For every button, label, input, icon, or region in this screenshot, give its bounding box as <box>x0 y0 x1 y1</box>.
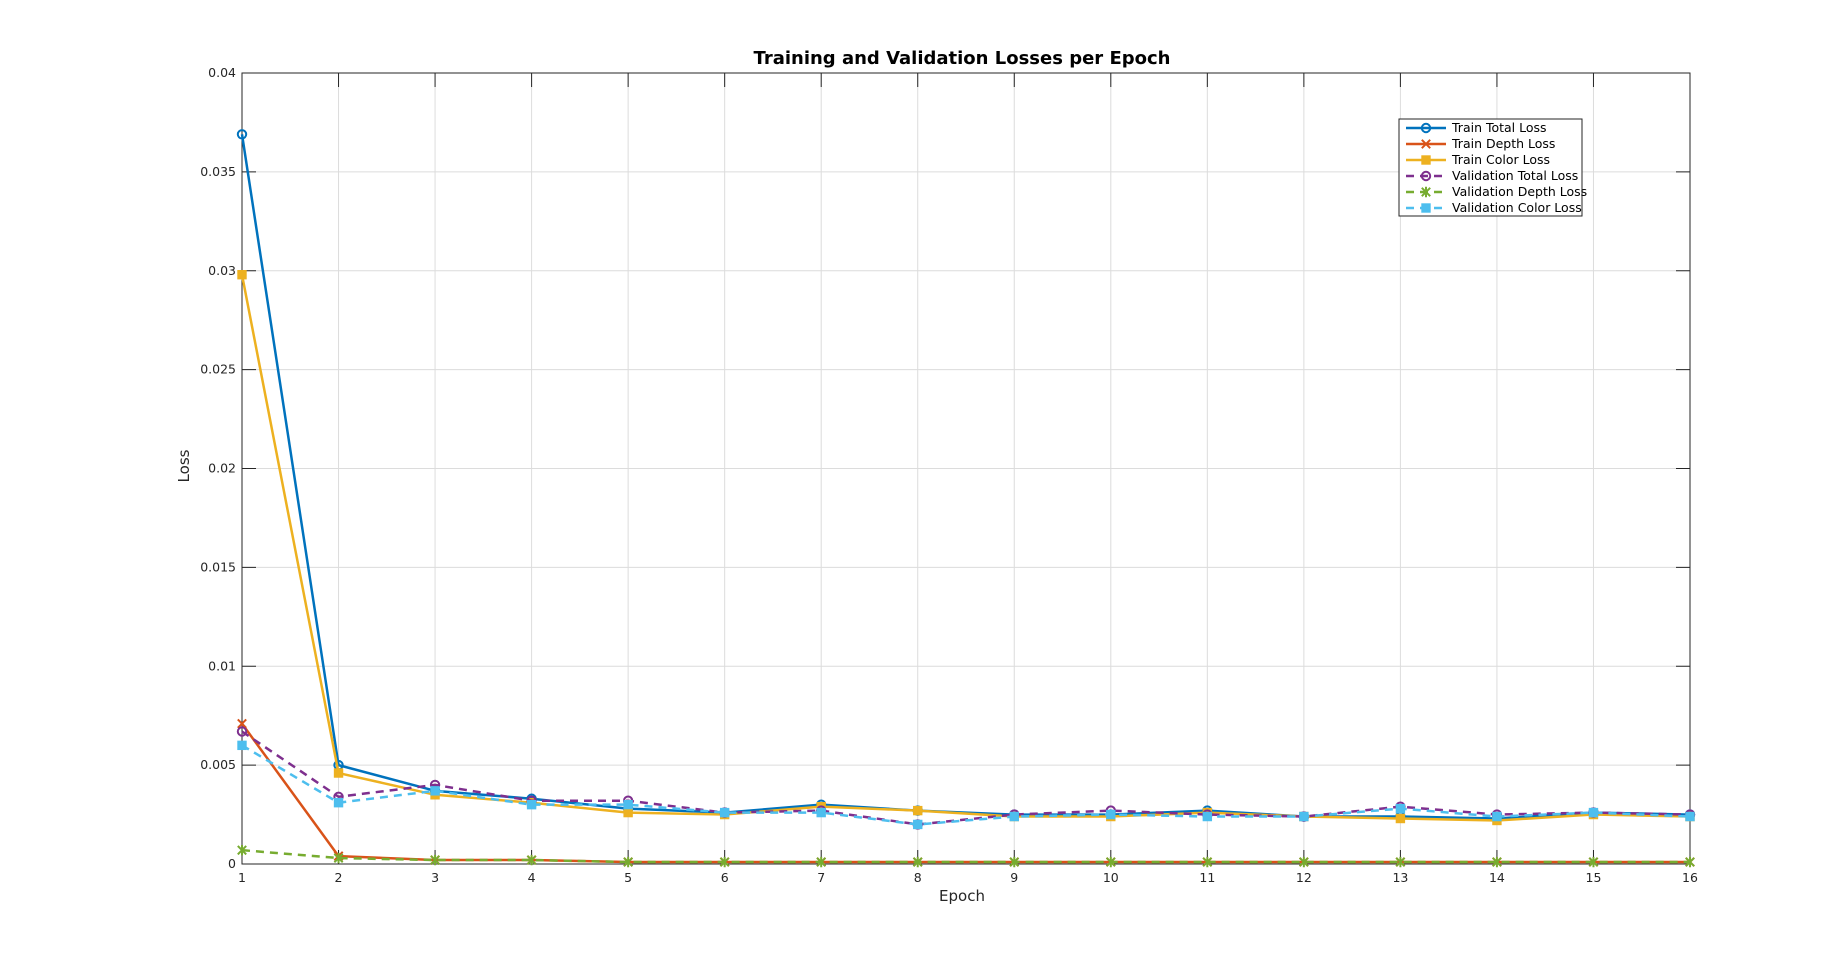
data-point <box>1588 856 1599 868</box>
data-point <box>1685 856 1695 868</box>
legend-label: Train Depth Loss <box>1451 136 1555 151</box>
y-tick-label: 0.03 <box>208 263 236 278</box>
data-point <box>1492 811 1502 822</box>
legend-item: Train Color Loss <box>1406 152 1550 167</box>
series-validation-color-loss <box>237 740 1695 830</box>
y-tick-label: 0.035 <box>200 164 236 179</box>
legend-label: Validation Color Loss <box>1452 200 1582 215</box>
chart-title: Training and Validation Losses per Epoch <box>754 48 1171 69</box>
legend-label: Train Total Loss <box>1451 120 1547 135</box>
tick-labels: 1 2 3 4 5 6 7 8 9 10 11 12 13 14 15 1600.0050.010.0150.… <box>200 65 1698 885</box>
data-point <box>430 854 440 866</box>
legend-item: Validation Color Loss <box>1406 200 1582 215</box>
data-point <box>237 718 247 729</box>
data-point <box>1009 856 1020 868</box>
y-tick-label: 0.025 <box>200 362 236 377</box>
legend-marker <box>1421 203 1431 213</box>
data-point <box>913 805 923 816</box>
x-tick-label: 7 <box>817 870 825 885</box>
legend-item: Train Depth Loss <box>1406 136 1555 151</box>
x-tick-label: 15 <box>1586 870 1602 885</box>
data-point <box>1202 856 1213 868</box>
x-axis-label: Epoch <box>939 887 985 905</box>
data-point <box>430 786 440 796</box>
data-point <box>1685 811 1695 822</box>
data-point <box>237 844 247 856</box>
y-axis-label: Loss <box>175 449 193 482</box>
x-tick-label: 16 <box>1682 870 1698 885</box>
data-point <box>1202 811 1213 822</box>
x-tick-label: 9 <box>1010 870 1018 885</box>
y-tick-label: 0 <box>228 856 236 871</box>
data-point <box>1298 856 1309 868</box>
data-point <box>1106 809 1116 820</box>
legend-item: Validation Depth Loss <box>1406 184 1587 199</box>
data-point <box>1395 856 1406 868</box>
legend-marker <box>1421 139 1431 149</box>
data-point <box>236 129 248 140</box>
grid-lines <box>241 72 1691 865</box>
series-line <box>241 744 1691 826</box>
y-tick-label: 0.04 <box>208 65 236 80</box>
data-point <box>1299 811 1309 822</box>
legend-label: Validation Total Loss <box>1452 168 1578 183</box>
data-point <box>526 854 537 866</box>
y-tick-label: 0.02 <box>208 461 236 476</box>
x-tick-label: 4 <box>528 870 536 885</box>
x-tick-label: 1 <box>238 870 246 885</box>
x-tick-label: 11 <box>1199 870 1215 885</box>
legend-marker <box>1420 170 1432 182</box>
x-tick-label: 5 <box>624 870 632 885</box>
data-point <box>333 797 344 808</box>
data-point <box>237 740 247 751</box>
data-point <box>1105 856 1116 868</box>
data-point <box>333 768 344 778</box>
legend-label: Train Color Loss <box>1451 152 1550 167</box>
series-line <box>241 848 1690 864</box>
x-tick-label: 6 <box>721 870 729 885</box>
data-point <box>526 799 537 810</box>
x-tick-label: 14 <box>1489 870 1505 885</box>
legend-box <box>1398 118 1583 217</box>
data-point <box>237 270 247 280</box>
data-point <box>912 856 923 868</box>
data-point <box>623 807 633 818</box>
plot-area-frame <box>241 72 1691 865</box>
y-tick-label: 0.01 <box>208 658 236 673</box>
data-point <box>719 807 730 818</box>
series-validation-depth-loss <box>237 844 1695 868</box>
x-tick-label: 8 <box>914 870 922 885</box>
legend-marker <box>1420 122 1432 134</box>
x-tick-label: 3 <box>431 870 439 885</box>
data-point <box>236 726 248 737</box>
x-tick-label: 12 <box>1296 870 1312 885</box>
data-point <box>1588 807 1599 818</box>
legend-item: Validation Total Loss <box>1406 168 1578 183</box>
data-point <box>1009 811 1019 822</box>
data-point <box>816 807 826 818</box>
data-point <box>816 856 827 868</box>
y-tick-label: 0.005 <box>200 757 236 772</box>
data-point <box>623 856 634 868</box>
series-group <box>236 129 1696 868</box>
x-tick-label: 13 <box>1392 870 1408 885</box>
data-point <box>1492 856 1502 868</box>
data-point <box>1395 803 1406 814</box>
x-tick-label: 10 <box>1103 870 1119 885</box>
legend-item: Train Total Loss <box>1406 120 1547 135</box>
data-point <box>719 856 730 868</box>
data-point <box>913 819 923 830</box>
data-point <box>333 852 344 864</box>
legend-marker <box>1421 186 1431 198</box>
data-point <box>1395 813 1406 824</box>
y-tick-label: 0.015 <box>200 559 236 574</box>
data-point <box>623 799 633 810</box>
x-tick-label: 2 <box>335 870 343 885</box>
legend-marker <box>1421 155 1431 165</box>
legend-label: Validation Depth Loss <box>1452 184 1587 199</box>
